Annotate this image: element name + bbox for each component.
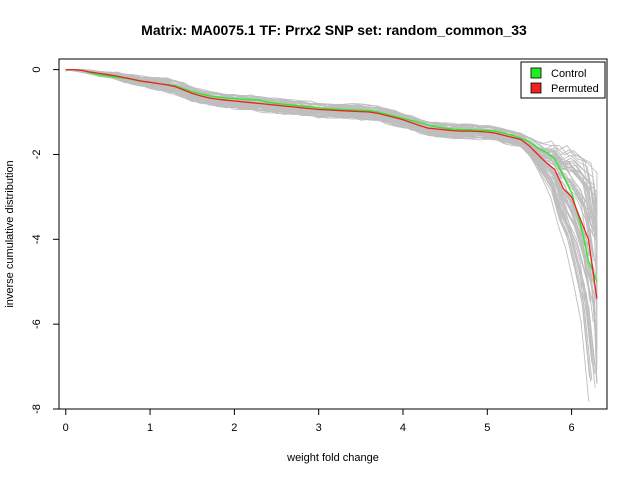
x-tick-label-3: 3 bbox=[316, 422, 322, 434]
permutation-line bbox=[65, 69, 597, 268]
x-tick-label-0: 0 bbox=[63, 422, 69, 434]
permutation-line bbox=[65, 69, 593, 291]
x-tick-label-6: 6 bbox=[569, 422, 575, 434]
permutation-line bbox=[65, 69, 596, 241]
permutation-line bbox=[65, 69, 596, 208]
x-tick-label-5: 5 bbox=[484, 422, 490, 434]
permutation-line bbox=[65, 69, 590, 402]
x-tick-label-4: 4 bbox=[400, 422, 406, 434]
permutation-line bbox=[65, 69, 598, 297]
permutation-line bbox=[65, 69, 595, 231]
permutation-line bbox=[65, 69, 596, 388]
y-axis-label: inverse cumulative distribution bbox=[4, 160, 16, 307]
y-tick-label-2: -4 bbox=[31, 234, 43, 244]
x-tick-label-2: 2 bbox=[231, 422, 237, 434]
permutation-line bbox=[65, 69, 598, 296]
permutation-line bbox=[65, 69, 598, 275]
permutation-line bbox=[65, 69, 594, 236]
legend-label-control: Control bbox=[551, 68, 586, 80]
y-tick-label-3: -6 bbox=[31, 319, 43, 329]
permutation-line bbox=[65, 69, 590, 257]
permutation-line bbox=[65, 69, 588, 272]
chart-title: Matrix: MA0075.1 TF: Prrx2 SNP set: rand… bbox=[141, 22, 527, 38]
permutation-line bbox=[65, 69, 592, 227]
permutation-line bbox=[65, 69, 598, 231]
series-line-permuted bbox=[65, 68, 598, 299]
permutation-line bbox=[65, 69, 598, 239]
y-axis: 0 -2 -4 -6 -8 bbox=[31, 67, 59, 414]
permutation-line bbox=[65, 69, 598, 240]
x-axis: 0 1 2 3 4 5 6 bbox=[63, 409, 575, 434]
x-tick-label-1: 1 bbox=[147, 422, 153, 434]
plot-frame bbox=[58, 58, 608, 410]
permutation-line bbox=[65, 69, 593, 252]
permutation-line bbox=[65, 69, 598, 284]
permutation-line bbox=[65, 69, 598, 239]
permutation-line bbox=[65, 69, 594, 262]
permutation-line bbox=[65, 69, 588, 286]
permutation-line bbox=[65, 69, 598, 246]
series-line-control bbox=[65, 68, 598, 282]
legend-swatch-permuted bbox=[530, 82, 542, 94]
permutation-lines bbox=[65, 69, 598, 402]
permutation-line bbox=[65, 69, 597, 240]
permutation-line bbox=[65, 69, 598, 234]
legend: Control Permuted bbox=[520, 61, 606, 99]
permutation-line bbox=[65, 69, 595, 258]
legend-label-permuted: Permuted bbox=[551, 83, 599, 95]
y-tick-label-1: -2 bbox=[31, 150, 43, 160]
permutation-line bbox=[65, 69, 598, 216]
permutation-line bbox=[65, 69, 593, 293]
y-tick-label-4: -8 bbox=[31, 404, 43, 414]
permutation-line bbox=[65, 69, 590, 239]
x-axis-label: weight fold change bbox=[286, 452, 379, 464]
series-lines bbox=[65, 68, 598, 299]
y-tick-label-0: 0 bbox=[31, 67, 43, 73]
legend-swatch-control bbox=[530, 67, 542, 79]
